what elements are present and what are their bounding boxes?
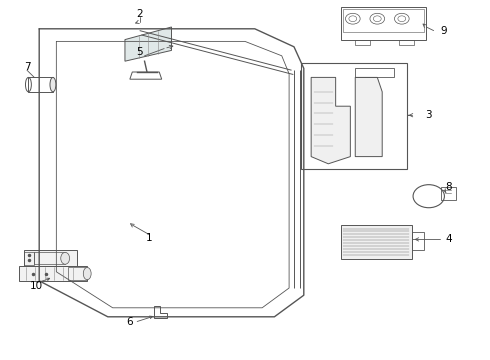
Polygon shape (19, 266, 87, 281)
Text: 7: 7 (24, 62, 30, 72)
Polygon shape (24, 250, 77, 266)
Ellipse shape (50, 77, 56, 92)
Text: 3: 3 (425, 110, 432, 120)
Ellipse shape (83, 267, 91, 280)
Ellipse shape (61, 252, 70, 264)
Text: 10: 10 (30, 281, 43, 291)
Text: 9: 9 (440, 26, 447, 36)
Text: 5: 5 (136, 47, 143, 57)
Text: 8: 8 (445, 182, 452, 192)
Polygon shape (125, 27, 172, 61)
Polygon shape (341, 225, 412, 259)
Text: 1: 1 (146, 233, 153, 243)
Polygon shape (355, 77, 382, 157)
Text: 2: 2 (136, 9, 143, 19)
Text: 6: 6 (126, 317, 133, 327)
Text: 4: 4 (445, 234, 452, 244)
Polygon shape (311, 77, 350, 164)
